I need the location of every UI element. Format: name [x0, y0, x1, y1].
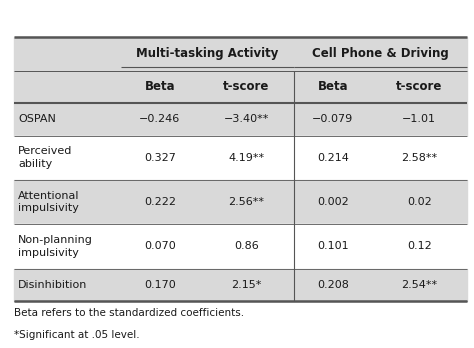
Text: 0.327: 0.327: [144, 153, 176, 163]
Text: 0.070: 0.070: [144, 242, 176, 251]
Text: Beta: Beta: [145, 80, 175, 93]
Text: 0.170: 0.170: [144, 280, 176, 290]
Text: Attentional
impulsivity: Attentional impulsivity: [18, 191, 80, 213]
Text: 0.101: 0.101: [317, 242, 349, 251]
Text: 2.56**: 2.56**: [228, 197, 264, 207]
Text: 0.02: 0.02: [407, 197, 432, 207]
Text: t-score: t-score: [223, 80, 270, 93]
Text: −3.40**: −3.40**: [224, 114, 269, 124]
Text: 2.54**: 2.54**: [401, 280, 438, 290]
Text: 0.222: 0.222: [144, 197, 176, 207]
Text: t-score: t-score: [396, 80, 443, 93]
Text: 0.214: 0.214: [317, 153, 349, 163]
Text: −0.246: −0.246: [139, 114, 181, 124]
Text: 0.12: 0.12: [407, 242, 432, 251]
Text: Cell Phone & Driving: Cell Phone & Driving: [312, 47, 449, 60]
Text: *Significant at .05 level.: *Significant at .05 level.: [14, 330, 140, 340]
Text: 0.208: 0.208: [317, 280, 349, 290]
Text: OSPAN: OSPAN: [18, 114, 56, 124]
Text: 2.15*: 2.15*: [231, 280, 262, 290]
Text: −0.079: −0.079: [312, 114, 354, 124]
Text: Beta refers to the standardized coefficients.: Beta refers to the standardized coeffici…: [14, 308, 244, 318]
Text: Beta: Beta: [318, 80, 348, 93]
Text: 2.58**: 2.58**: [401, 153, 438, 163]
Text: Disinhibition: Disinhibition: [18, 280, 87, 290]
Text: Perceived
ability: Perceived ability: [18, 147, 73, 169]
Text: Multi-tasking Activity: Multi-tasking Activity: [136, 47, 279, 60]
Text: Non-planning
impulsivity: Non-planning impulsivity: [18, 235, 93, 258]
Text: 0.86: 0.86: [234, 242, 259, 251]
Text: −1.01: −1.01: [402, 114, 436, 124]
Text: 0.002: 0.002: [317, 197, 349, 207]
Text: 4.19**: 4.19**: [228, 153, 264, 163]
